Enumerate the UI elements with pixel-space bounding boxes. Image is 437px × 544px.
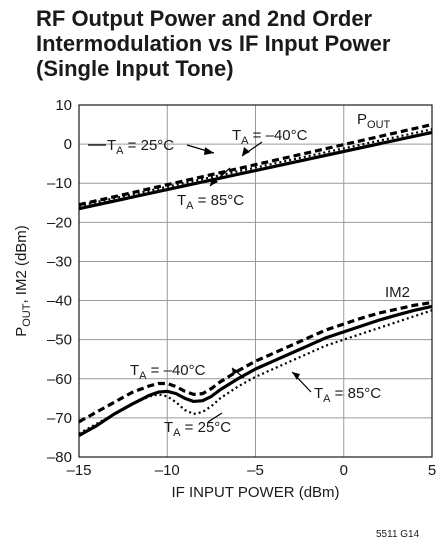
x-tick-label: –5 bbox=[247, 462, 264, 479]
series-annotation: IM2 bbox=[385, 284, 410, 301]
chart-title-line: (Single Input Tone) bbox=[36, 56, 234, 81]
annotation-arrowhead bbox=[210, 177, 218, 186]
annotation-leader bbox=[207, 412, 223, 423]
plot-frame bbox=[78, 104, 433, 458]
series-annotation: TA = 85°C bbox=[314, 385, 381, 405]
series-line-im2-solid bbox=[78, 304, 433, 437]
series-annotation: TA = 25°C bbox=[164, 419, 231, 439]
y-axis-label: POUT, IM2 (dBm) bbox=[13, 225, 33, 337]
figure-code: 5511 G14 bbox=[376, 529, 420, 540]
series-line-pout-solid bbox=[78, 130, 433, 211]
series-line-pout-dotted bbox=[78, 128, 433, 207]
y-tick-label: –20 bbox=[47, 214, 72, 231]
x-tick-label: 0 bbox=[340, 462, 348, 479]
series-annotation: TA = 85°C bbox=[177, 192, 244, 212]
series-line-im2-dashed bbox=[78, 300, 433, 424]
x-axis-label: IF INPUT POWER (dBm) bbox=[171, 484, 339, 501]
series-annotation: TA = –40°C bbox=[232, 127, 308, 147]
chart-title-line: Intermodulation vs IF Input Power bbox=[36, 31, 391, 56]
series-annotation: TA = –40°C bbox=[130, 362, 206, 382]
y-tick-label: –80 bbox=[47, 449, 72, 466]
y-tick-label: –10 bbox=[47, 175, 72, 192]
y-tick-label: 0 bbox=[64, 136, 72, 153]
annotation-arrowhead bbox=[242, 147, 250, 156]
chart-title-line: RF Output Power and 2nd Order bbox=[36, 6, 373, 31]
annotation-arrowhead bbox=[292, 372, 300, 380]
y-tick-label: –30 bbox=[47, 253, 72, 270]
y-tick-label: –60 bbox=[47, 371, 72, 388]
series-line-im2-dotted bbox=[78, 309, 433, 435]
annotation-arrowhead bbox=[232, 368, 239, 375]
y-tick-label: –40 bbox=[47, 293, 72, 310]
y-tick-label: 10 bbox=[55, 97, 72, 114]
x-tick-label: 5 bbox=[428, 462, 436, 479]
series-annotation: TA = 25°C bbox=[107, 137, 174, 157]
y-tick-label: –70 bbox=[47, 410, 72, 427]
y-tick-label: –50 bbox=[47, 332, 72, 349]
x-tick-label: –15 bbox=[66, 462, 91, 479]
series-line-pout-dashed bbox=[78, 122, 433, 207]
chart-title: RF Output Power and 2nd Order Intermodul… bbox=[36, 6, 436, 81]
x-tick-label: –10 bbox=[155, 462, 180, 479]
series-annotation: POUT bbox=[357, 111, 391, 131]
annotation-arrowhead bbox=[204, 147, 214, 155]
